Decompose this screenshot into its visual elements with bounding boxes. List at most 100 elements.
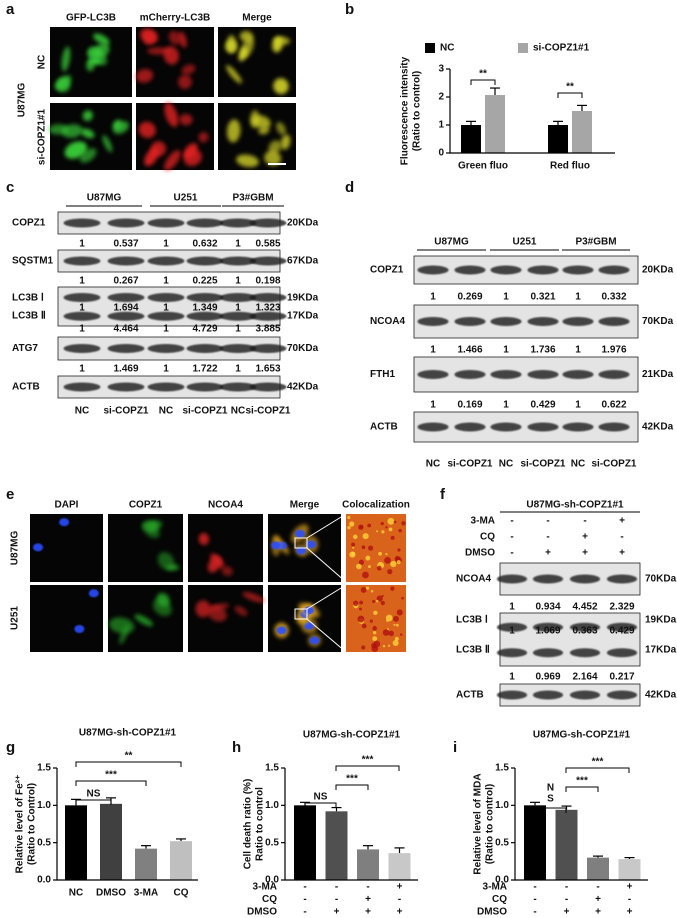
speckle [388,527,393,532]
band [569,690,601,700]
row-label: si-COPZ1#1 [37,108,48,165]
treatment-label: DMSO [247,907,277,918]
nucleus [88,589,99,598]
quantification: 1 [163,303,169,314]
band [527,370,559,379]
cell [64,141,88,159]
kda-label: 19KDa [645,615,677,626]
cell [138,121,156,138]
protein-label: LC3B Ⅰ [12,293,44,304]
bar [555,809,578,880]
kda-label: 70KDa [287,343,319,354]
bar [294,805,316,880]
row-label: NC [37,55,48,69]
band [496,690,528,700]
band [532,690,564,700]
treatment-sign: + [627,907,633,918]
group-label: U251 [174,193,198,204]
speckle [401,521,406,526]
quantification: 1 [503,345,509,356]
cell [134,614,154,627]
panel-label: b [345,1,354,18]
band [63,344,101,353]
quantification: 1 [235,303,241,314]
cell [207,605,227,622]
speckle [392,615,399,622]
cell [61,46,71,72]
speckle [371,642,377,649]
cell [268,140,282,154]
panel-label: d [345,179,354,196]
significance-bracket [470,79,496,85]
band [186,311,224,321]
quantification: 0.267 [113,276,138,287]
band [219,311,257,321]
quantification: 0.217 [609,672,634,683]
zoom-box [294,537,308,549]
speckle [356,563,362,570]
column-header: mCherry-LC3B [140,13,211,24]
lane-label: NC [499,459,513,470]
speckle [385,552,388,556]
band [562,317,594,326]
treatment-sign: + [397,907,403,918]
treatment-label: CQ [492,894,507,905]
y-axis-subtitle: Ratio to control [255,787,266,861]
treatment-label: 3-MA [483,882,507,893]
band [63,382,101,392]
cell [93,33,110,45]
significance-label: S [547,794,554,805]
y-axis-subtitle: (Ratio to control) [485,784,496,865]
band [598,317,630,326]
treatment-sign: + [545,548,551,559]
speckle [359,600,364,605]
treatment-label: CQ [262,894,277,905]
band [417,265,449,275]
y-tick-label: 1.5 [37,763,51,774]
y-axis-title: Relative level of MDA [473,773,484,874]
quantification: 1.469 [113,364,138,375]
significance-bracket [75,761,182,767]
quantification: 1 [575,400,581,411]
speckle [390,586,395,591]
band [219,344,257,353]
significance-bracket [565,786,599,792]
quantification: 1 [509,626,515,637]
speckle [367,523,372,528]
quantification: 2.329 [609,602,634,613]
y-tick-label: 0.5 [37,837,51,848]
cell [181,64,196,75]
protein-label: COPZ1 [12,218,46,229]
treatment-sign: - [303,882,306,893]
significance-label: *** [105,770,117,781]
zoom-box [294,608,308,620]
y-tick-label: 1.0 [265,800,279,811]
treatment-sign: - [596,882,599,893]
cell [276,122,286,136]
cell [163,46,179,65]
cell [178,31,187,48]
significance-bracket [534,807,567,813]
significance-label: ** [566,82,574,93]
protein-label: SQSTM1 [12,256,54,267]
chart-title: U87MG-sh-COPZ1#1 [79,728,177,739]
kda-label: 20KDa [642,265,674,276]
y-axis-subtitle: (Ratio to Control) [27,783,38,865]
y-tick-label: 0 [438,148,444,159]
cell [88,48,108,66]
cell [236,154,259,168]
quantification: 1.069 [535,626,560,637]
panel-label: h [232,739,241,756]
legend-label: si-COPZ1#1 [533,43,590,54]
treatment-sign: + [582,548,588,559]
band [186,256,224,266]
significance-label: NS [87,789,101,800]
treatment-sign: - [620,532,623,543]
speckle [394,555,401,562]
y-axis-subtitle: (Ratio to control) [412,71,423,152]
quantification: 1 [503,400,509,411]
speckle [369,619,373,623]
quantification: 4.452 [572,602,597,613]
speckle [376,565,382,571]
column-header: Merge [242,13,272,24]
